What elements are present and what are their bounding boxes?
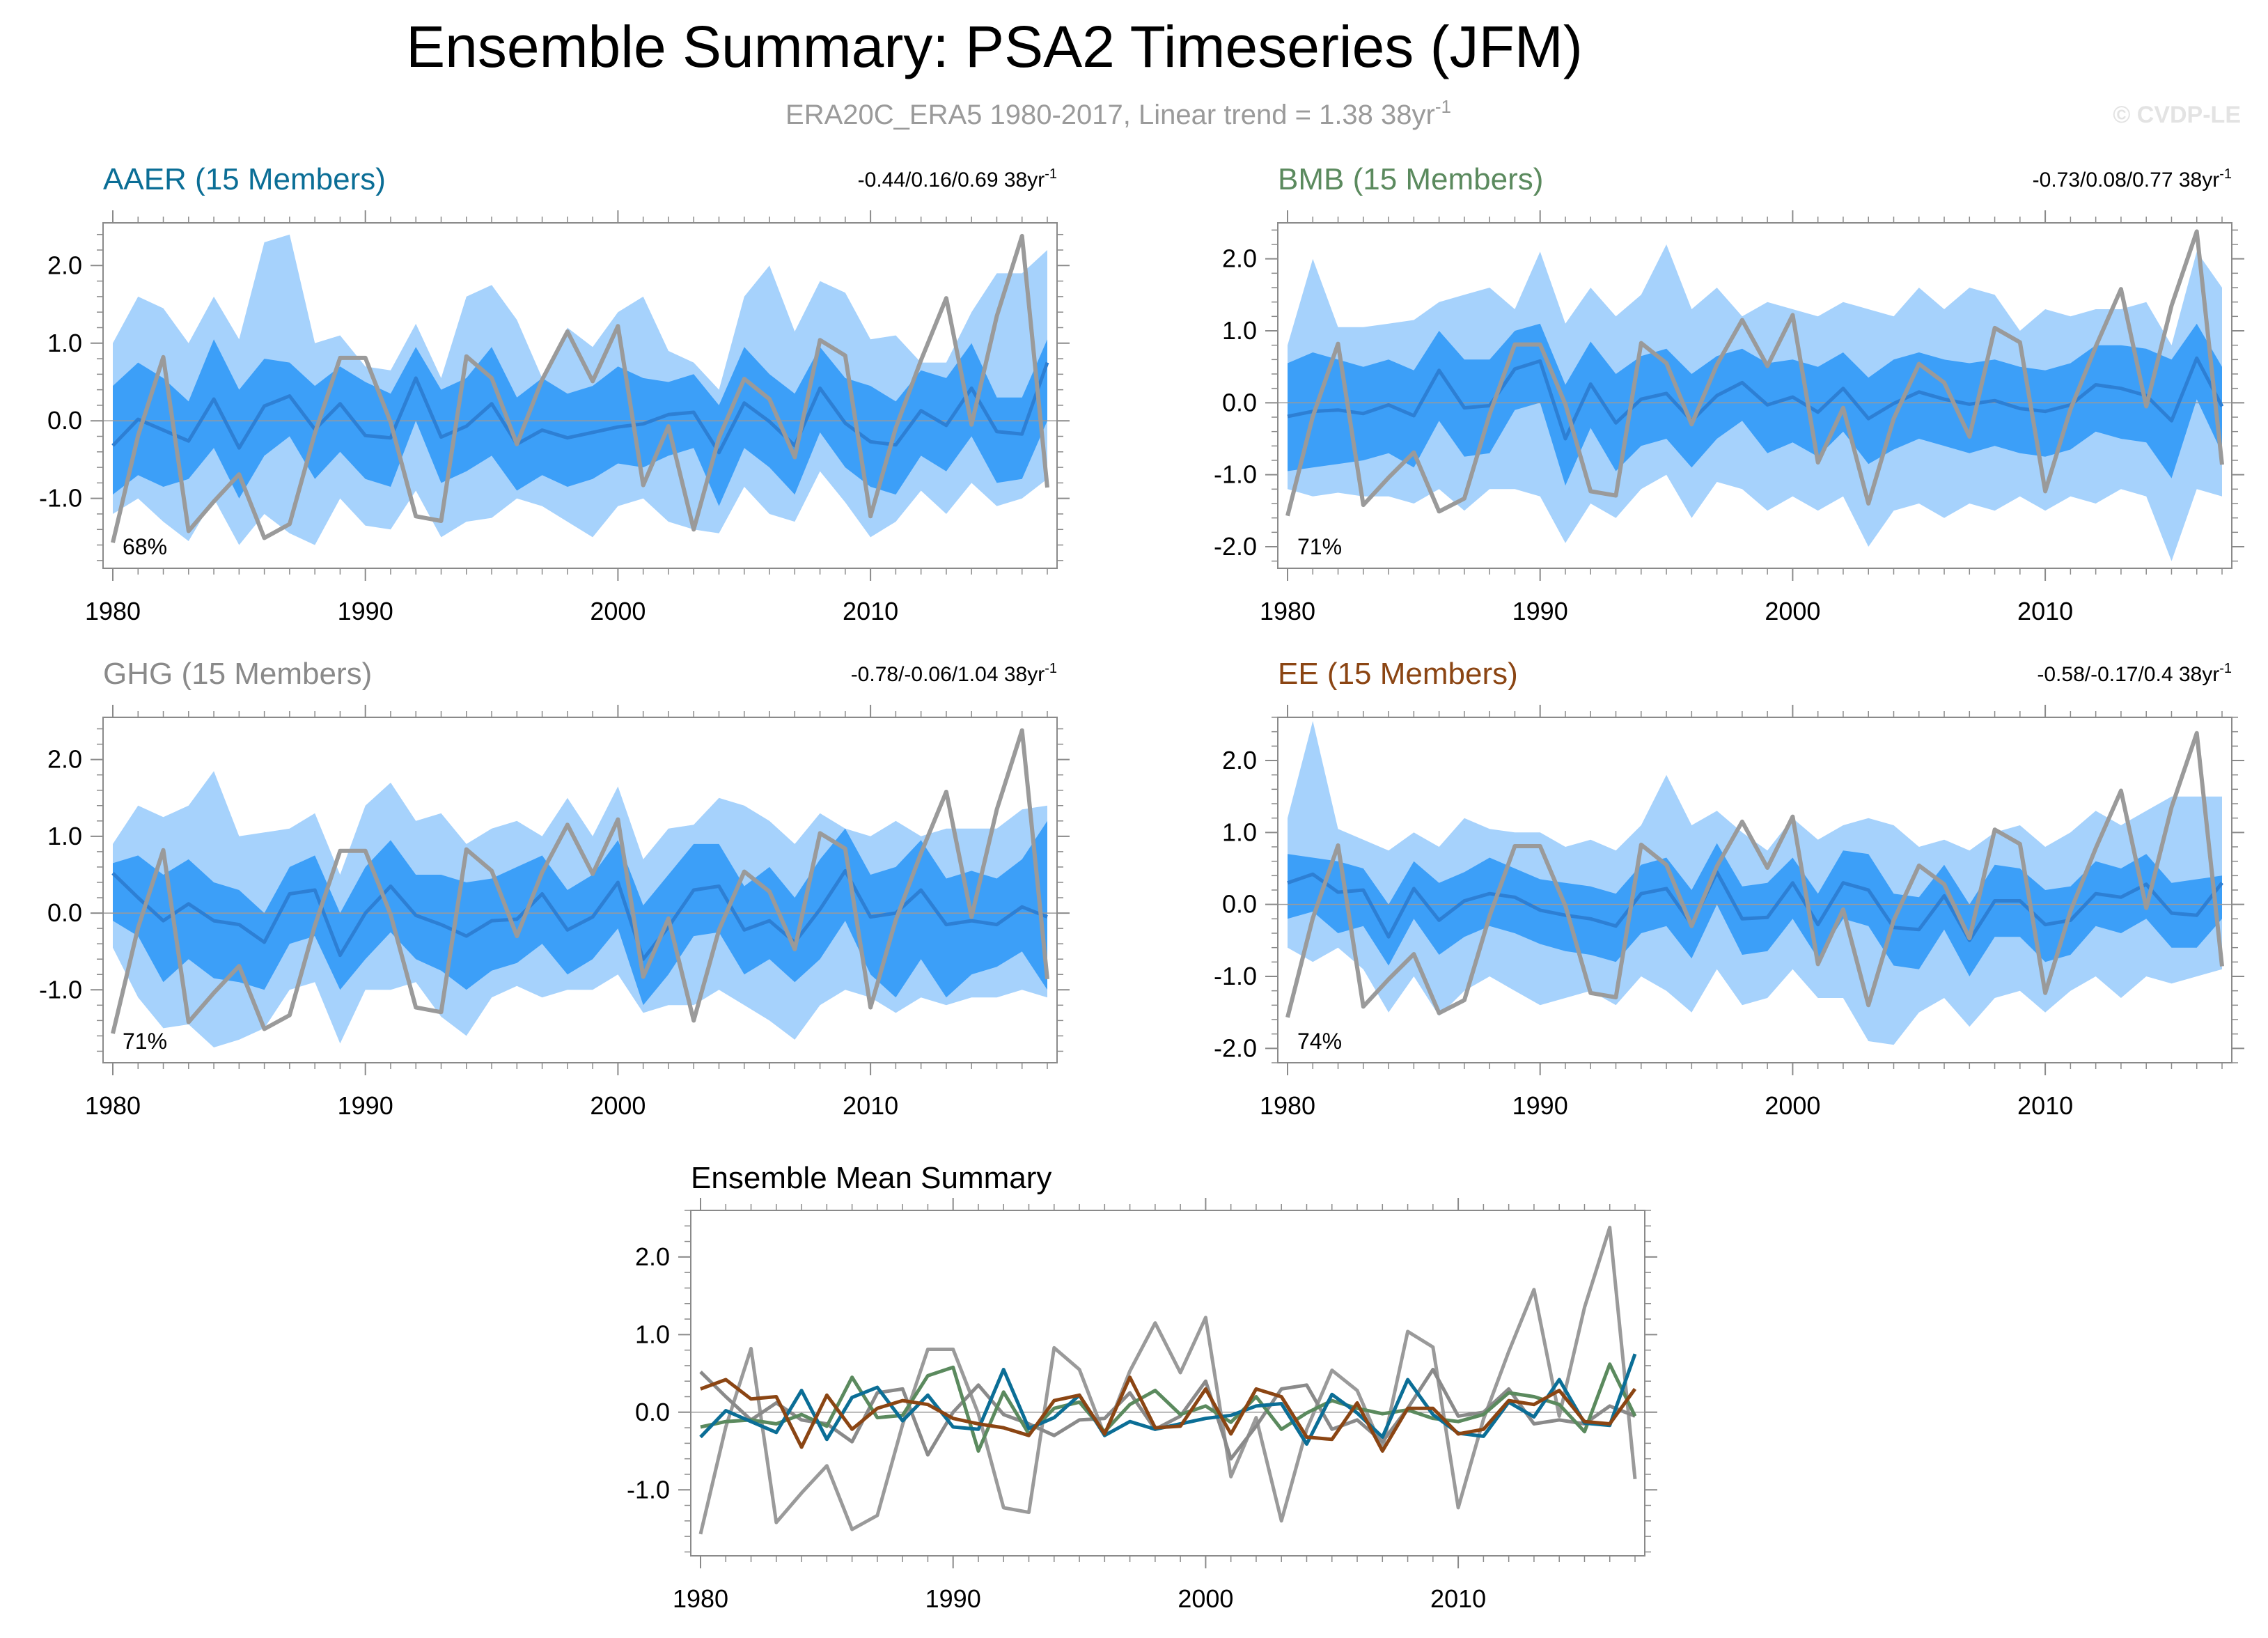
plot-frame [1277, 222, 2232, 569]
trend-stats: -0.44/0.16/0.69 38yr-1 [858, 166, 1057, 192]
panel-ghg: -1.0 0.0 1.0 2.0 1980 1990 2000 2010 GHG (15 Mem… [39, 657, 1070, 1120]
panel-ensemble-mean-summary: -1.0 0.0 1.0 2.0 1980 1990 2000 2010 Ensemble Me… [627, 1161, 1657, 1613]
y-tick-label: 1.0 [1222, 316, 1257, 345]
plot-frame [102, 717, 1058, 1063]
x-tick-label: 2000 [590, 597, 646, 625]
x-tick-label: 2010 [1430, 1584, 1486, 1613]
y-tick-label: -1.0 [1214, 460, 1257, 489]
percent-label: 68% [123, 534, 167, 559]
percent-label: 74% [1297, 1029, 1342, 1054]
inner-spread-band [113, 339, 1047, 506]
x-tick-label: 2010 [843, 597, 898, 625]
y-tick-label: 2.0 [1222, 244, 1257, 273]
y-tick-label: 0.0 [47, 898, 82, 927]
x-tick-label: 2000 [1765, 1091, 1820, 1120]
ensemble-mean-line [1287, 356, 2224, 441]
plot-frame [690, 1210, 1645, 1557]
observed-line [111, 728, 1049, 1034]
observed-line [1285, 229, 2224, 517]
percent-label: 71% [123, 1029, 167, 1054]
y-tick-label: 2.0 [47, 745, 82, 774]
trend-stats: -0.58/-0.17/0.4 38yr-1 [2037, 661, 2232, 686]
y-tick-label: -2.0 [1214, 1034, 1257, 1062]
x-tick-label: 2000 [590, 1091, 646, 1120]
observed-line [111, 233, 1049, 543]
x-tick-label: 2010 [2017, 597, 2073, 625]
panel-bmb: -2.0 -1.0 0.0 1.0 2.0 1980 1990 2000 2010 BMB (15… [1214, 162, 2244, 625]
inner-spread-band [1288, 843, 2222, 976]
y-tick-label: 0.0 [1222, 890, 1257, 919]
y-tick-label: -1.0 [627, 1475, 670, 1504]
x-tick-label: 2000 [1765, 597, 1820, 625]
y-tick-label: -1.0 [39, 484, 82, 513]
y-tick-label: 1.0 [1222, 818, 1257, 846]
x-tick-label: 1980 [1260, 1091, 1315, 1120]
panel-title: EE (15 Members) [1278, 657, 1518, 691]
trend-stats: -0.78/-0.06/1.04 38yr-1 [851, 661, 1057, 686]
y-tick-label: 0.0 [1222, 388, 1257, 416]
y-tick-label: 0.0 [635, 1398, 670, 1426]
x-tick-label: 1980 [85, 597, 141, 625]
x-tick-label: 1990 [925, 1584, 981, 1613]
x-tick-label: 1990 [338, 597, 393, 625]
percent-label: 71% [1297, 534, 1342, 559]
figure-title: Ensemble Summary: PSA2 Timeseries (JFM) [406, 14, 1583, 79]
panel-title: Ensemble Mean Summary [691, 1161, 1051, 1195]
observed-line [1285, 731, 2224, 1018]
panel-aaer: -1.0 0.0 1.0 2.0 1980 1990 2000 2010 AAER (15 Me… [39, 162, 1070, 625]
panel-ee: -2.0 -1.0 0.0 1.0 2.0 1980 1990 2000 2010 EE (15 … [1214, 657, 2244, 1120]
y-tick-label: 2.0 [47, 251, 82, 279]
x-tick-label: 2010 [2017, 1091, 2073, 1120]
x-tick-label: 2010 [843, 1091, 898, 1120]
panel-title: AAER (15 Members) [103, 162, 386, 196]
x-tick-label: 1990 [1512, 597, 1568, 625]
x-tick-label: 1980 [673, 1584, 728, 1613]
x-tick-label: 2000 [1178, 1584, 1233, 1613]
x-tick-label: 1990 [1512, 1091, 1568, 1120]
y-tick-label: 1.0 [47, 822, 82, 850]
plot-frame [102, 222, 1058, 569]
series-line-bmb [700, 1362, 1637, 1453]
ensemble-mean-line [111, 868, 1048, 961]
y-tick-label: 2.0 [1222, 746, 1257, 774]
series-line-ee [700, 1375, 1637, 1453]
y-tick-label: -2.0 [1214, 532, 1257, 561]
panel-title: GHG (15 Members) [103, 657, 372, 691]
series-line-observed [698, 1226, 1637, 1535]
outer-spread-band [1288, 721, 2222, 1045]
figure-subtitle: ERA20C_ERA5 1980-2017, Linear trend = 1.… [785, 96, 1451, 130]
series-line-ghg [699, 1368, 1636, 1461]
y-tick-label: -1.0 [1214, 962, 1257, 990]
x-tick-label: 1990 [338, 1091, 393, 1120]
y-tick-label: -1.0 [39, 975, 82, 1004]
y-tick-label: 2.0 [635, 1242, 670, 1271]
y-tick-label: 1.0 [635, 1320, 670, 1348]
x-tick-label: 1980 [85, 1091, 141, 1120]
y-tick-label: 0.0 [47, 406, 82, 435]
x-tick-label: 1980 [1260, 597, 1315, 625]
trend-stats: -0.73/0.08/0.77 38yr-1 [2033, 166, 2232, 192]
panel-title: BMB (15 Members) [1278, 162, 1543, 196]
y-tick-label: 1.0 [47, 329, 82, 357]
credit-watermark: © CVDP-LE [2113, 102, 2241, 128]
